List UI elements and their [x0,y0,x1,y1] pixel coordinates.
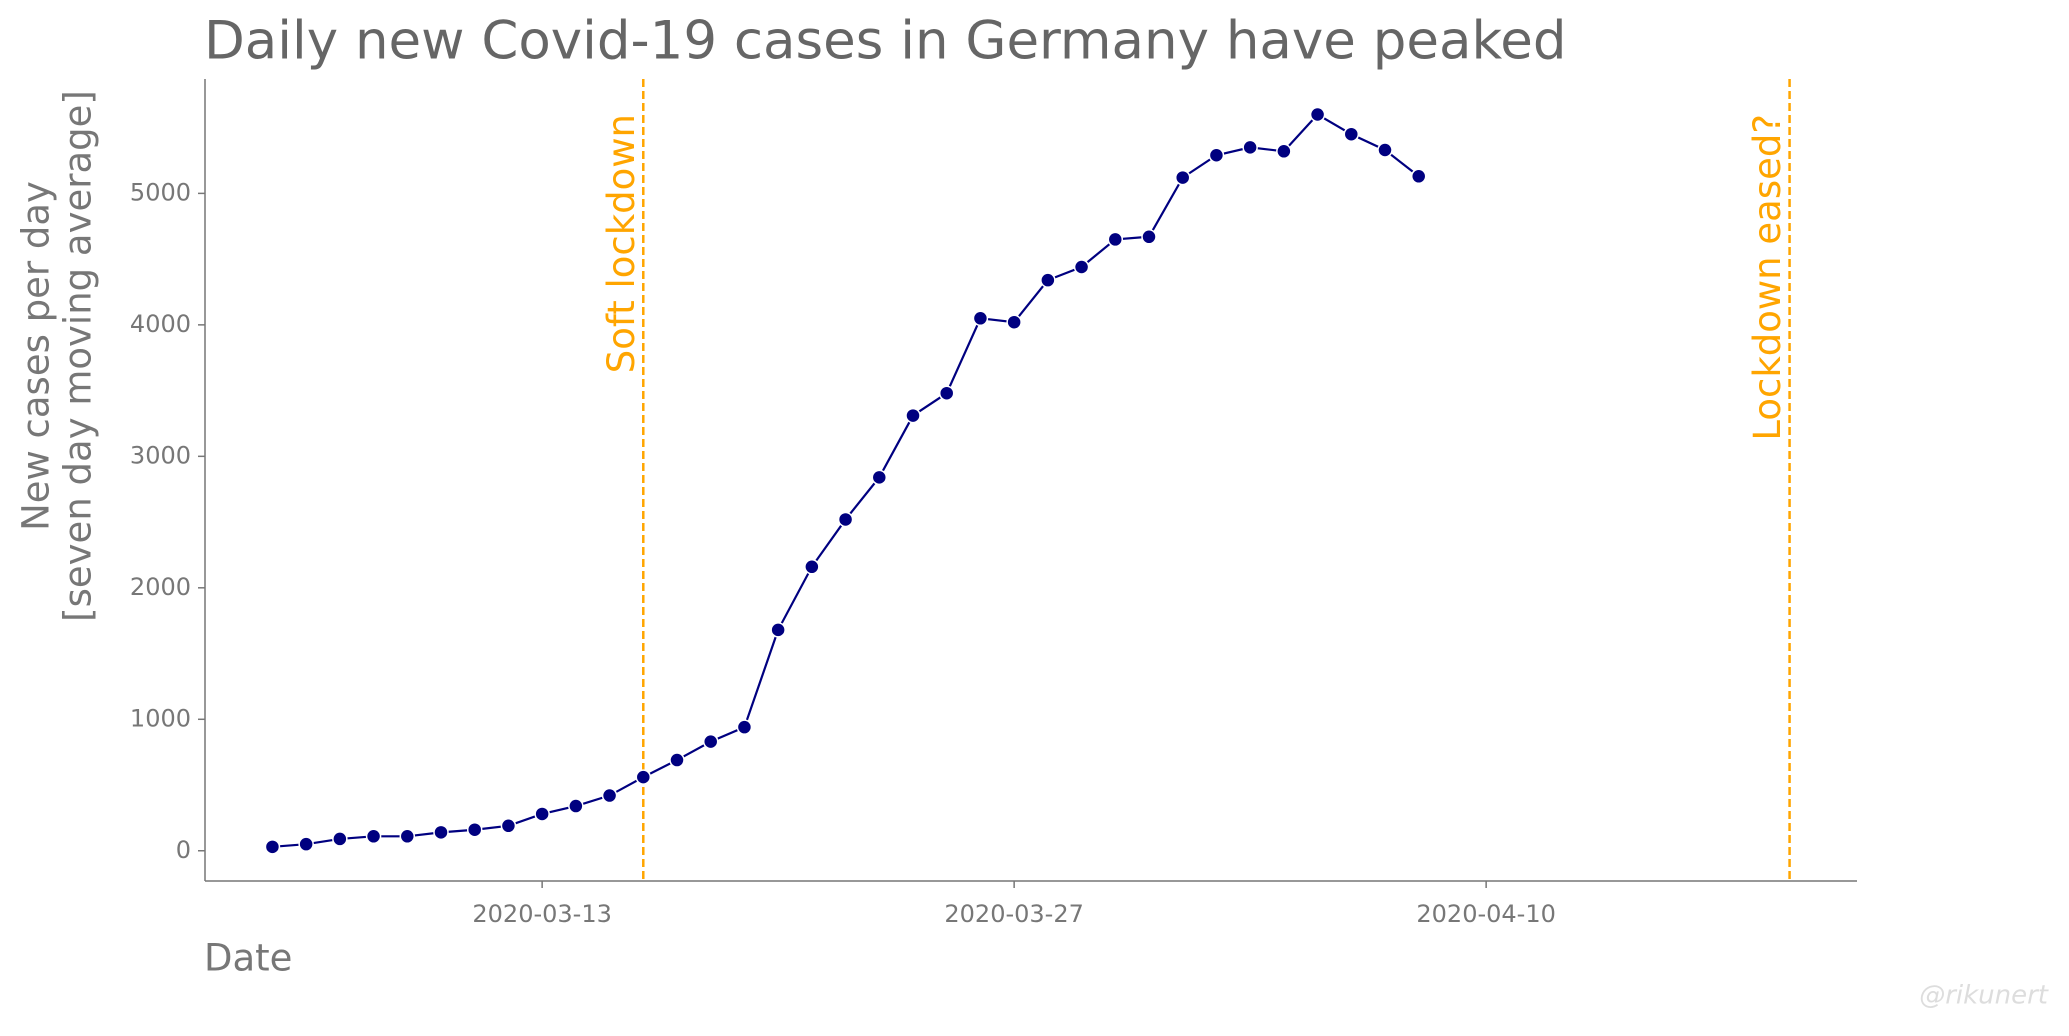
point [1343,126,1360,142]
y-tick-label: 1000 [130,704,191,732]
point [972,310,989,327]
point [905,407,921,424]
annotation-label: Soft lockdown [600,114,643,373]
point [534,806,550,822]
y-tick-label: 5000 [130,178,191,206]
point [1073,259,1090,275]
point [1242,139,1258,156]
point [1276,143,1292,160]
x-tick-label: 2020-03-27 [944,900,1083,928]
point [938,385,955,401]
point [804,559,820,575]
point [1309,106,1326,123]
point [500,818,517,834]
watermark: @rikunert [1919,981,2049,1011]
point [1174,169,1191,186]
point [770,622,786,638]
chart-title: Daily new Covid-19 cases in Germany have… [204,11,1567,72]
point [568,798,584,814]
point [736,719,753,735]
point [466,821,483,838]
y-tick-label: 3000 [130,441,191,469]
y-tick-label: 0 [176,836,191,864]
point [669,752,685,768]
point [399,828,416,845]
y-tick-label: 2000 [130,573,191,601]
point [871,469,888,486]
x-tick-label: 2020-03-13 [472,900,611,928]
y-axis-label: New cases per day [15,181,58,531]
x-axis-label: Date [204,937,292,980]
point [332,831,348,847]
point [365,828,382,845]
point [1208,147,1225,164]
point [264,839,281,855]
annotation-label: Lockdown eased? [1746,114,1789,441]
point [1141,229,1157,245]
point [1377,142,1393,158]
point [1410,168,1427,185]
y-tick-label: 4000 [130,310,191,338]
y-axis-label: [seven day moving average] [57,90,100,622]
point [702,733,719,750]
point [1040,272,1056,288]
x-tick-label: 2020-04-10 [1416,900,1555,928]
point [433,824,449,841]
point [1006,314,1022,330]
point [601,787,618,804]
line [272,113,1420,848]
point [837,511,854,528]
point [635,769,652,785]
point [298,836,314,852]
point [1107,231,1124,248]
